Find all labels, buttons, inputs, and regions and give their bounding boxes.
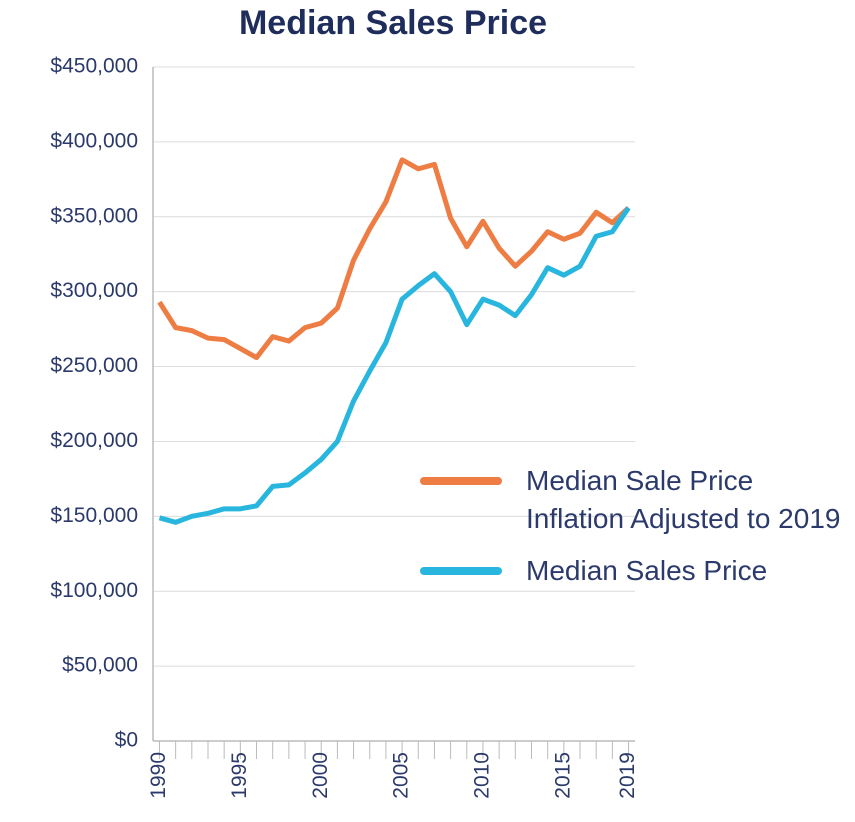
legend-swatch bbox=[420, 477, 502, 485]
x-tick-label: 2019 bbox=[616, 752, 639, 799]
series-line bbox=[157, 157, 631, 361]
y-tick-label: $0 bbox=[115, 729, 138, 752]
legend-label: Median Sale Price Inflation Adjusted to … bbox=[526, 465, 841, 534]
x-tick-label: 1995 bbox=[228, 752, 251, 799]
legend-item: Median Sale Price Inflation Adjusted to … bbox=[420, 462, 850, 538]
y-tick-label: $400,000 bbox=[50, 129, 138, 152]
legend: Median Sale Price Inflation Adjusted to … bbox=[420, 462, 850, 604]
x-tick-label: 1990 bbox=[147, 752, 170, 799]
y-tick-label: $250,000 bbox=[50, 354, 138, 377]
legend-swatch bbox=[420, 567, 502, 575]
y-tick-label: $100,000 bbox=[50, 579, 138, 602]
legend-item: Median Sales Price bbox=[420, 552, 850, 590]
x-tick-label: 2005 bbox=[390, 752, 413, 799]
y-tick-label: $150,000 bbox=[50, 504, 138, 527]
y-tick-label: $300,000 bbox=[50, 279, 138, 302]
y-tick-label: $50,000 bbox=[62, 654, 138, 677]
series-line bbox=[158, 206, 631, 525]
x-tick-label: 2000 bbox=[309, 752, 332, 799]
y-tick-label: $450,000 bbox=[50, 55, 138, 78]
x-tick-label: 2015 bbox=[551, 752, 574, 799]
chart-title: Median Sales Price bbox=[239, 4, 547, 42]
y-tick-label: $200,000 bbox=[50, 429, 138, 452]
x-tick-label: 2010 bbox=[471, 752, 494, 799]
y-tick-label: $350,000 bbox=[50, 204, 138, 227]
legend-label: Median Sales Price bbox=[526, 555, 768, 586]
